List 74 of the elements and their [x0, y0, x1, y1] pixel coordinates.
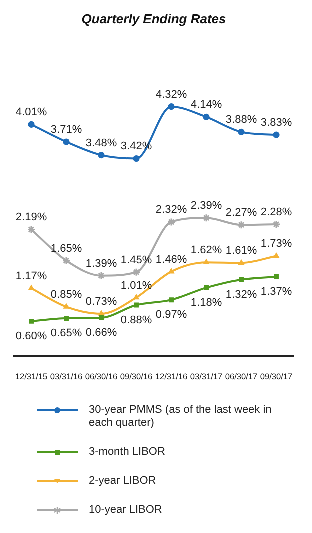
- x-tick-label: 09/30/17: [260, 371, 294, 382]
- data-label: 3.88%: [226, 114, 258, 126]
- legend-label: 10-year LIBOR: [89, 504, 162, 517]
- point: [29, 318, 34, 324]
- data-label: 3.83%: [260, 117, 292, 130]
- data-label: 0.97%: [156, 309, 188, 322]
- data-label: 4.32%: [156, 88, 188, 101]
- data-label: 0.88%: [120, 314, 152, 326]
- point: [274, 252, 280, 258]
- data-label: 0.85%: [50, 289, 82, 302]
- data-label: 1.32%: [226, 288, 258, 301]
- data-label: 2.28%: [260, 206, 292, 219]
- data-label: 0.73%: [86, 296, 118, 308]
- data-label: 1.46%: [156, 254, 188, 266]
- point: [134, 294, 140, 300]
- point: [204, 259, 210, 264]
- data-label: 2.19%: [16, 212, 48, 224]
- point: [239, 277, 244, 282]
- data-label: 1.01%: [120, 280, 152, 292]
- point: [237, 220, 246, 230]
- data-label: 0.60%: [16, 330, 48, 342]
- point: [204, 285, 209, 290]
- point: [238, 260, 244, 266]
- point: [133, 155, 140, 162]
- point: [273, 132, 280, 138]
- data-label: 4.14%: [190, 99, 222, 112]
- data-label: 2.32%: [156, 204, 188, 216]
- data-label: 3.71%: [50, 124, 82, 136]
- point: [97, 272, 106, 280]
- point: [64, 304, 70, 309]
- data-label: 1.61%: [226, 245, 258, 258]
- point: [99, 315, 104, 320]
- x-tick-label: 03/31/16: [50, 371, 84, 382]
- data-label: 0.66%: [86, 326, 118, 339]
- data-label: 3.48%: [86, 137, 118, 150]
- point: [132, 268, 141, 277]
- legend-label: 3-month LIBOR: [89, 446, 166, 459]
- point: [168, 104, 175, 110]
- data-label: 1.65%: [50, 242, 82, 255]
- chart-title: Quarterly Ending Rates: [82, 11, 226, 26]
- data-label: 1.18%: [190, 297, 222, 309]
- point: [203, 114, 210, 121]
- data-label: 2.39%: [190, 200, 222, 212]
- point: [62, 256, 71, 266]
- point: [134, 302, 139, 308]
- data-label: 1.39%: [86, 258, 118, 270]
- point: [28, 121, 35, 128]
- point: [168, 268, 174, 274]
- x-tick-label: 06/30/17: [225, 371, 258, 382]
- point: [64, 316, 69, 322]
- point: [167, 218, 176, 226]
- point: [98, 310, 104, 316]
- x-tick-label: 09/30/16: [120, 371, 154, 382]
- x-tick-label: 12/31/15: [15, 371, 48, 382]
- data-label: 1.17%: [16, 270, 48, 283]
- point: [169, 298, 174, 303]
- legend-label: 2-year LIBOR: [89, 475, 156, 488]
- data-label: 0.65%: [50, 328, 82, 340]
- point: [274, 274, 279, 280]
- x-tick-label: 12/31/16: [155, 371, 188, 382]
- point: [238, 128, 245, 136]
- data-label: 1.45%: [120, 254, 152, 266]
- data-label: 2.27%: [226, 207, 258, 220]
- data-label: 4.01%: [16, 106, 48, 119]
- data-label: 1.73%: [260, 238, 292, 250]
- point: [202, 214, 211, 222]
- data-label: 1.62%: [190, 244, 222, 257]
- legend-label: 30-year PMMS (as of the last week in each quarter): [89, 404, 273, 430]
- point: [28, 285, 34, 290]
- point: [98, 152, 105, 159]
- data-label: 1.37%: [260, 286, 292, 298]
- x-tick-label: 03/31/17: [190, 371, 224, 382]
- x-tick-label: 06/30/16: [85, 371, 118, 382]
- point: [63, 138, 70, 146]
